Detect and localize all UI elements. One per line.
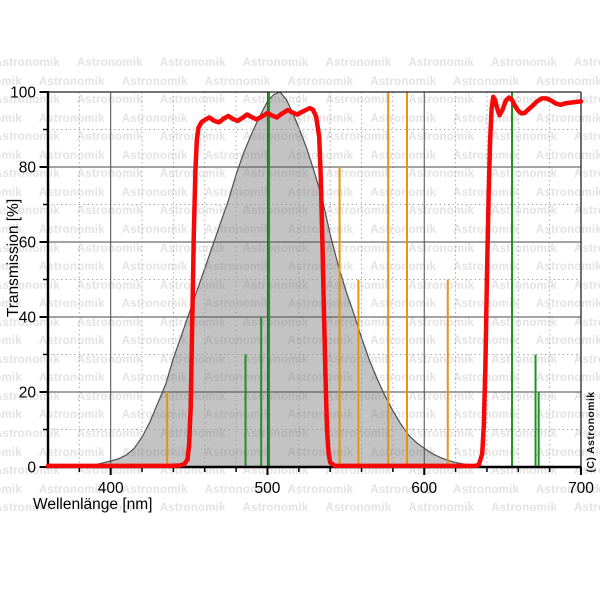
watermark-text-row: Astronomik Astronomik Astronomik Astrono… xyxy=(0,168,600,181)
watermark-text-row: Astronomik Astronomik Astronomik Astrono… xyxy=(0,483,600,496)
y-tick-label-60: 60 xyxy=(19,235,37,252)
x-axis-title: Wellenlänge [nm] xyxy=(33,496,153,513)
watermark-text-row: Astronomik Astronomik Astronomik Astrono… xyxy=(0,335,600,348)
y-tick-label-0: 0 xyxy=(27,460,36,477)
watermark-text-row: Astronomik Astronomik Astronomik Astrono… xyxy=(0,390,600,403)
watermark-text-row: Astronomik Astronomik Astronomik Astrono… xyxy=(0,131,600,144)
watermark-text-row: Astronomik Astronomik Astronomik Astrono… xyxy=(0,186,600,199)
watermark-text-row: Astronomik Astronomik Astronomik Astrono… xyxy=(0,242,600,255)
watermark-text-row: Astronomik Astronomik Astronomik Astrono… xyxy=(0,298,600,311)
x-tick-label-600: 600 xyxy=(411,480,437,497)
watermark-text-row: Astronomik Astronomik Astronomik Astrono… xyxy=(0,57,600,69)
x-tick-label-400: 400 xyxy=(98,480,124,497)
watermark-text-row: Astronomik Astronomik Astronomik Astrono… xyxy=(0,149,600,162)
y-tick-label-40: 40 xyxy=(19,310,37,327)
eye-sensitivity-curve xyxy=(88,91,489,468)
watermark-text-row: Astronomik Astronomik Astronomik Astrono… xyxy=(0,261,600,274)
watermark-text-row: Astronomik Astronomik Astronomik Astrono… xyxy=(0,409,600,422)
x-tick-label-500: 500 xyxy=(255,480,281,497)
watermark-text-row: Astronomik Astronomik Astronomik Astrono… xyxy=(0,75,600,88)
y-axis-title: Transmission [%] xyxy=(5,198,22,318)
x-tick-label-700: 700 xyxy=(568,480,594,497)
y-tick-label-100: 100 xyxy=(10,85,36,102)
watermark-text-row: Astronomik Astronomik Astronomik Astrono… xyxy=(0,353,600,366)
y-tick-label-80: 80 xyxy=(19,160,37,177)
filter-transmission xyxy=(45,94,584,469)
y-tick-label-20: 20 xyxy=(19,385,37,402)
watermark-text-row: Astronomik Astronomik Astronomik Astrono… xyxy=(0,446,600,459)
copyright-text: (C) Astronomik xyxy=(585,391,597,473)
watermark-text-row: Astronomik Astronomik Astronomik Astrono… xyxy=(0,502,600,515)
watermark-text-row: Astronomik Astronomik Astronomik Astrono… xyxy=(0,205,600,218)
watermark-text-row: Astronomik Astronomik Astronomik Astrono… xyxy=(0,428,600,440)
watermark-text-row: Astronomik Astronomik Astronomik Astrono… xyxy=(0,223,600,236)
watermark-text-row: Astronomik Astronomik Astronomik Astrono… xyxy=(0,279,600,292)
watermark-text-row: Astronomik Astronomik Astronomik Astrono… xyxy=(0,316,600,329)
watermark-text-row: Astronomik Astronomik Astronomik Astrono… xyxy=(0,94,600,107)
watermark-text-row: Astronomik Astronomik Astronomik Astrono… xyxy=(0,372,600,385)
watermark-text-row: Astronomik Astronomik Astronomik Astrono… xyxy=(0,112,600,125)
